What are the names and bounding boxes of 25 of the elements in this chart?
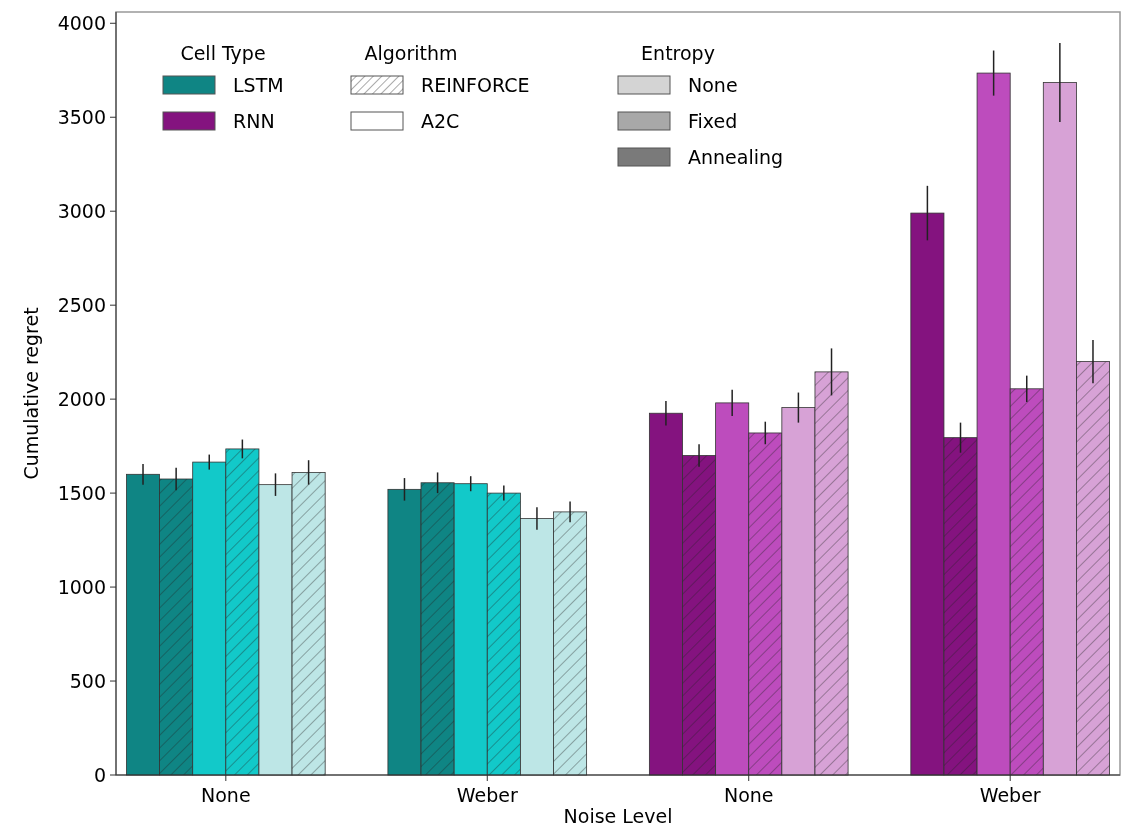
y-tick-label: 4000 bbox=[57, 11, 106, 34]
y-tick-label: 0 bbox=[93, 763, 106, 786]
x-tick-label: None bbox=[201, 784, 251, 806]
y-tick-label: 3000 bbox=[57, 199, 106, 222]
annotation: Cell Type bbox=[180, 42, 266, 64]
annotation: REINFORCE bbox=[421, 73, 530, 96]
y-tick-label: 500 bbox=[69, 669, 106, 692]
annotation: Entropy bbox=[641, 42, 715, 64]
annotation: Fixed bbox=[688, 109, 738, 132]
x-axis-title: Noise Level bbox=[563, 805, 673, 827]
x-tick-label: None bbox=[723, 784, 774, 806]
y-tick-label: 1500 bbox=[57, 481, 106, 504]
y-axis-title: Cumulative regret bbox=[20, 307, 42, 480]
y-tick-label: 2500 bbox=[57, 293, 106, 316]
y-tick-label: 1000 bbox=[57, 575, 106, 598]
annotation: A2C bbox=[421, 109, 460, 132]
y-tick-label: 3500 bbox=[57, 105, 106, 128]
annotation: LSTM bbox=[233, 73, 284, 96]
x-tick-label: Weber bbox=[456, 784, 518, 806]
y-tick-label: 2000 bbox=[57, 387, 106, 410]
x-tick-label: Weber bbox=[979, 784, 1041, 806]
annotation: Algorithm bbox=[364, 42, 458, 64]
annotation: None bbox=[688, 73, 738, 96]
annotation: Annealing bbox=[688, 145, 784, 168]
annotation: RNN bbox=[233, 109, 275, 132]
